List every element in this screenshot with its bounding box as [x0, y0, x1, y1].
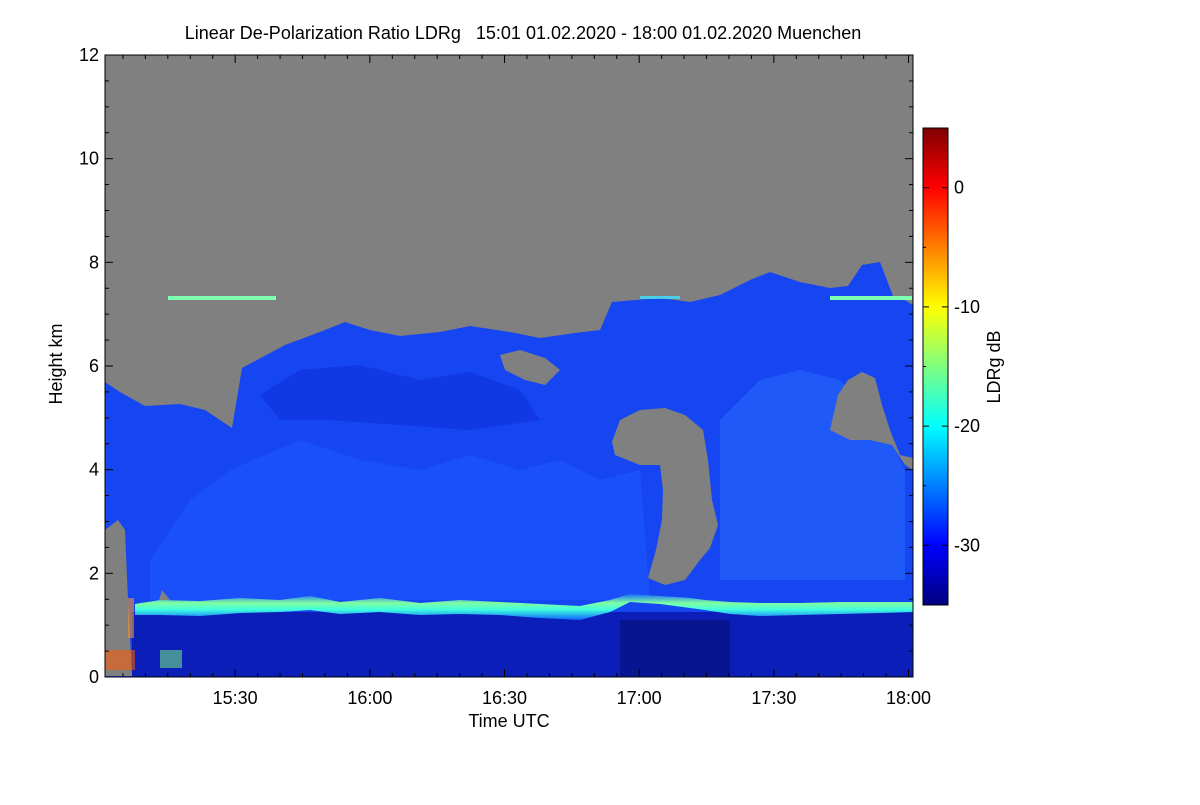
y-tick-label: 10	[79, 149, 99, 169]
x-tick-label: 17:30	[751, 688, 796, 708]
low-level-noise-2	[128, 598, 134, 638]
x-axis-label: Time UTC	[468, 711, 549, 731]
x-tick-label: 15:30	[213, 688, 258, 708]
y-tick-label: 4	[89, 460, 99, 480]
x-tick-label: 16:30	[482, 688, 527, 708]
y-tick-label: 6	[89, 356, 99, 376]
colorbar: 0 -10 -20 -30 LDRg dB	[922, 127, 1004, 606]
no-signal-dome	[612, 408, 718, 585]
boundary-layer-top	[135, 594, 913, 620]
colorbar-tick-label: 0	[954, 178, 964, 198]
x-tick-label: 17:00	[617, 688, 662, 708]
y-tick-label: 12	[79, 45, 99, 65]
heatmap-area	[105, 55, 913, 677]
y-tick-label: 8	[89, 252, 99, 272]
y-tick-label: 2	[89, 563, 99, 583]
near-surface-layer	[132, 612, 913, 677]
cirrus-layer-left	[168, 296, 276, 300]
colorbar-gradient	[922, 127, 949, 606]
chart-title: Linear De-Polarization Ratio LDRg 15:01 …	[185, 23, 861, 43]
colorbar-ticks: 0 -10 -20 -30	[923, 178, 980, 555]
low-level-noise	[105, 650, 135, 670]
y-axis-label: Height km	[46, 323, 66, 404]
low-level-noise-3	[160, 650, 182, 668]
mid-cloud-shading	[150, 440, 650, 600]
colorbar-tick-label: -30	[954, 535, 980, 555]
x-axis: 15:30 16:00 16:30 17:00 17:30 18:00	[122, 55, 931, 708]
no-signal-notch	[500, 350, 560, 385]
no-signal-left-strip	[105, 520, 132, 676]
colorbar-label: LDRg dB	[984, 330, 1004, 403]
cirrus-layer-mid	[640, 296, 680, 299]
colorbar-tick-label: -20	[954, 416, 980, 436]
upper-cloud-shading	[260, 365, 540, 430]
near-surface-dark	[620, 620, 730, 676]
y-tick-label: 0	[89, 667, 99, 687]
y-axis: 0 2 4 6 8 10 12	[79, 45, 913, 687]
x-tick-label: 18:00	[886, 688, 931, 708]
cirrus-layer-right	[830, 296, 912, 300]
colorbar-tick-label: -10	[954, 297, 980, 317]
no-signal-right-gap	[830, 372, 913, 470]
x-tick-label: 16:00	[347, 688, 392, 708]
